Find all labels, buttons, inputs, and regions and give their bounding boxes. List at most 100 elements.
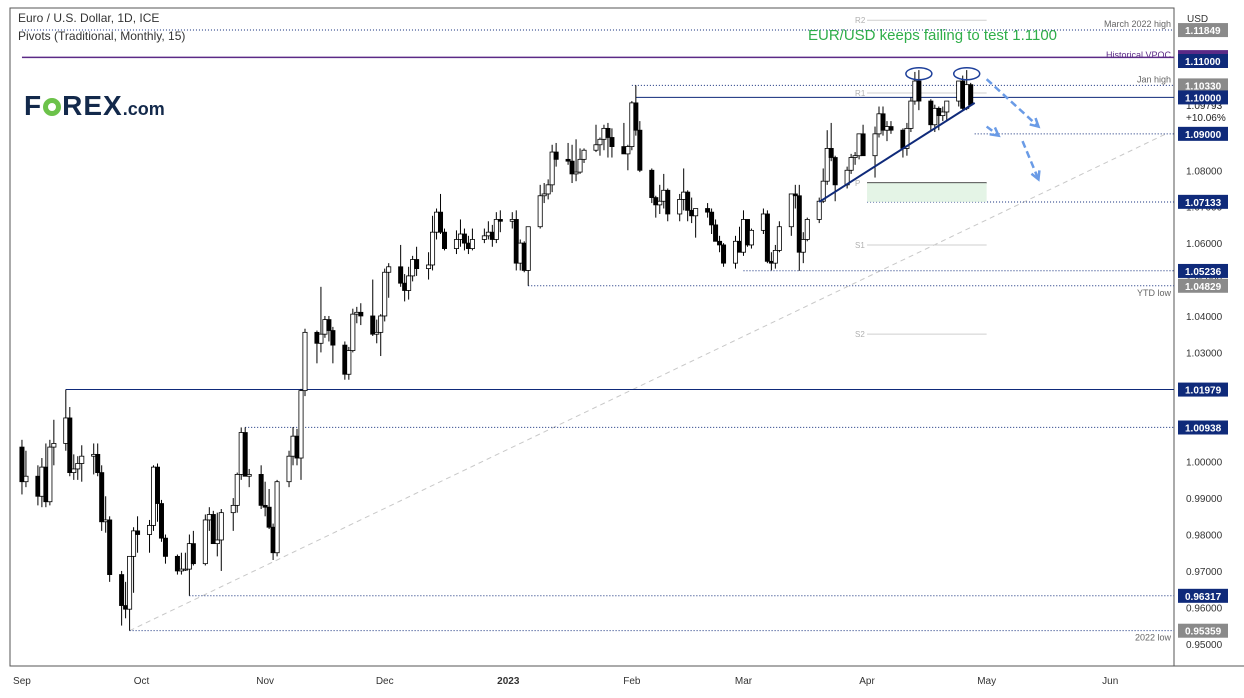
candle xyxy=(210,510,216,545)
candle-body xyxy=(936,107,942,117)
candle-body xyxy=(147,525,153,535)
candle-body xyxy=(318,333,324,344)
candle xyxy=(103,496,109,533)
pivot-label: S1 xyxy=(855,241,865,250)
candle xyxy=(884,121,890,142)
candle xyxy=(581,148,587,163)
candle-body xyxy=(127,555,133,610)
candle xyxy=(565,142,571,165)
candle-body xyxy=(884,126,890,131)
price-tag-label: 1.10000 xyxy=(1185,93,1222,104)
candle xyxy=(605,122,611,158)
candle xyxy=(764,210,770,264)
arrow-head xyxy=(989,126,1001,138)
candle xyxy=(158,499,164,542)
candle xyxy=(266,488,272,530)
candle-body xyxy=(378,315,384,333)
candle-body xyxy=(581,149,587,160)
candle xyxy=(402,274,408,302)
candle-body xyxy=(744,219,750,246)
pivot-label: P xyxy=(855,179,860,188)
candle xyxy=(900,128,906,158)
candle-body xyxy=(740,219,746,253)
candle xyxy=(537,184,543,229)
candle xyxy=(940,106,946,122)
price-tag-label: 1.04829 xyxy=(1185,282,1222,293)
candle xyxy=(553,142,559,167)
candle xyxy=(665,188,671,222)
candle xyxy=(776,221,782,253)
x-tick-label: 2023 xyxy=(497,676,520,687)
candle xyxy=(788,193,794,236)
candle xyxy=(904,122,910,156)
candle xyxy=(71,454,77,480)
candle-body xyxy=(733,240,739,264)
candle-body xyxy=(768,260,774,264)
price-tag-label: 0.96317 xyxy=(1185,592,1222,603)
candle xyxy=(350,308,356,353)
candle-body xyxy=(944,100,950,113)
price-tag xyxy=(1178,53,1228,68)
candle-body xyxy=(956,80,962,102)
candle-body xyxy=(103,519,109,523)
candle xyxy=(35,465,41,506)
candle xyxy=(848,153,854,174)
candle xyxy=(79,445,85,482)
candle xyxy=(274,479,280,557)
candle xyxy=(860,124,866,157)
candle-body xyxy=(39,466,45,497)
candle xyxy=(852,152,858,165)
candle xyxy=(230,498,236,531)
candle xyxy=(426,252,432,280)
candle-body xyxy=(342,344,348,375)
candle xyxy=(828,122,834,162)
candle-body xyxy=(820,180,826,202)
candle-body xyxy=(262,504,268,508)
candle-body xyxy=(517,242,523,264)
candle xyxy=(740,210,746,256)
candle xyxy=(123,581,129,619)
candle-body xyxy=(653,197,659,206)
long-trendline xyxy=(129,133,1167,632)
logo-suffix: .com xyxy=(122,99,165,119)
candle xyxy=(214,512,220,557)
candle xyxy=(912,71,918,105)
candle xyxy=(182,552,188,571)
candle xyxy=(354,306,360,324)
candle-body xyxy=(872,133,878,157)
candle-body xyxy=(888,126,894,131)
rejection-marker xyxy=(905,66,933,81)
candle xyxy=(916,70,922,111)
candle xyxy=(713,219,719,242)
candle-body xyxy=(71,468,77,473)
candle xyxy=(796,184,802,271)
candle xyxy=(637,121,643,173)
y-tick-label: 1.08000 xyxy=(1186,166,1223,177)
candle-body xyxy=(545,184,551,195)
candle xyxy=(370,279,376,336)
candle-body xyxy=(537,195,543,228)
candle-body xyxy=(242,432,248,477)
candle-body xyxy=(131,530,137,557)
candle-body xyxy=(206,514,212,521)
candle-body xyxy=(406,275,412,291)
candle-body xyxy=(932,107,938,126)
candle-body xyxy=(904,127,910,149)
candle xyxy=(378,314,384,357)
price-tag xyxy=(1178,420,1228,435)
candle-body xyxy=(736,240,742,253)
candle xyxy=(760,208,766,235)
candle xyxy=(880,106,886,136)
candle-body xyxy=(880,113,886,131)
candle-body xyxy=(625,146,631,155)
candle xyxy=(685,190,691,222)
candle-body xyxy=(465,242,471,249)
candle xyxy=(733,235,739,269)
candle-body xyxy=(852,155,858,158)
candle xyxy=(748,228,754,249)
candle-body xyxy=(469,239,475,249)
candle xyxy=(135,516,141,553)
demand-zone xyxy=(867,183,987,202)
candle-body xyxy=(354,311,360,315)
